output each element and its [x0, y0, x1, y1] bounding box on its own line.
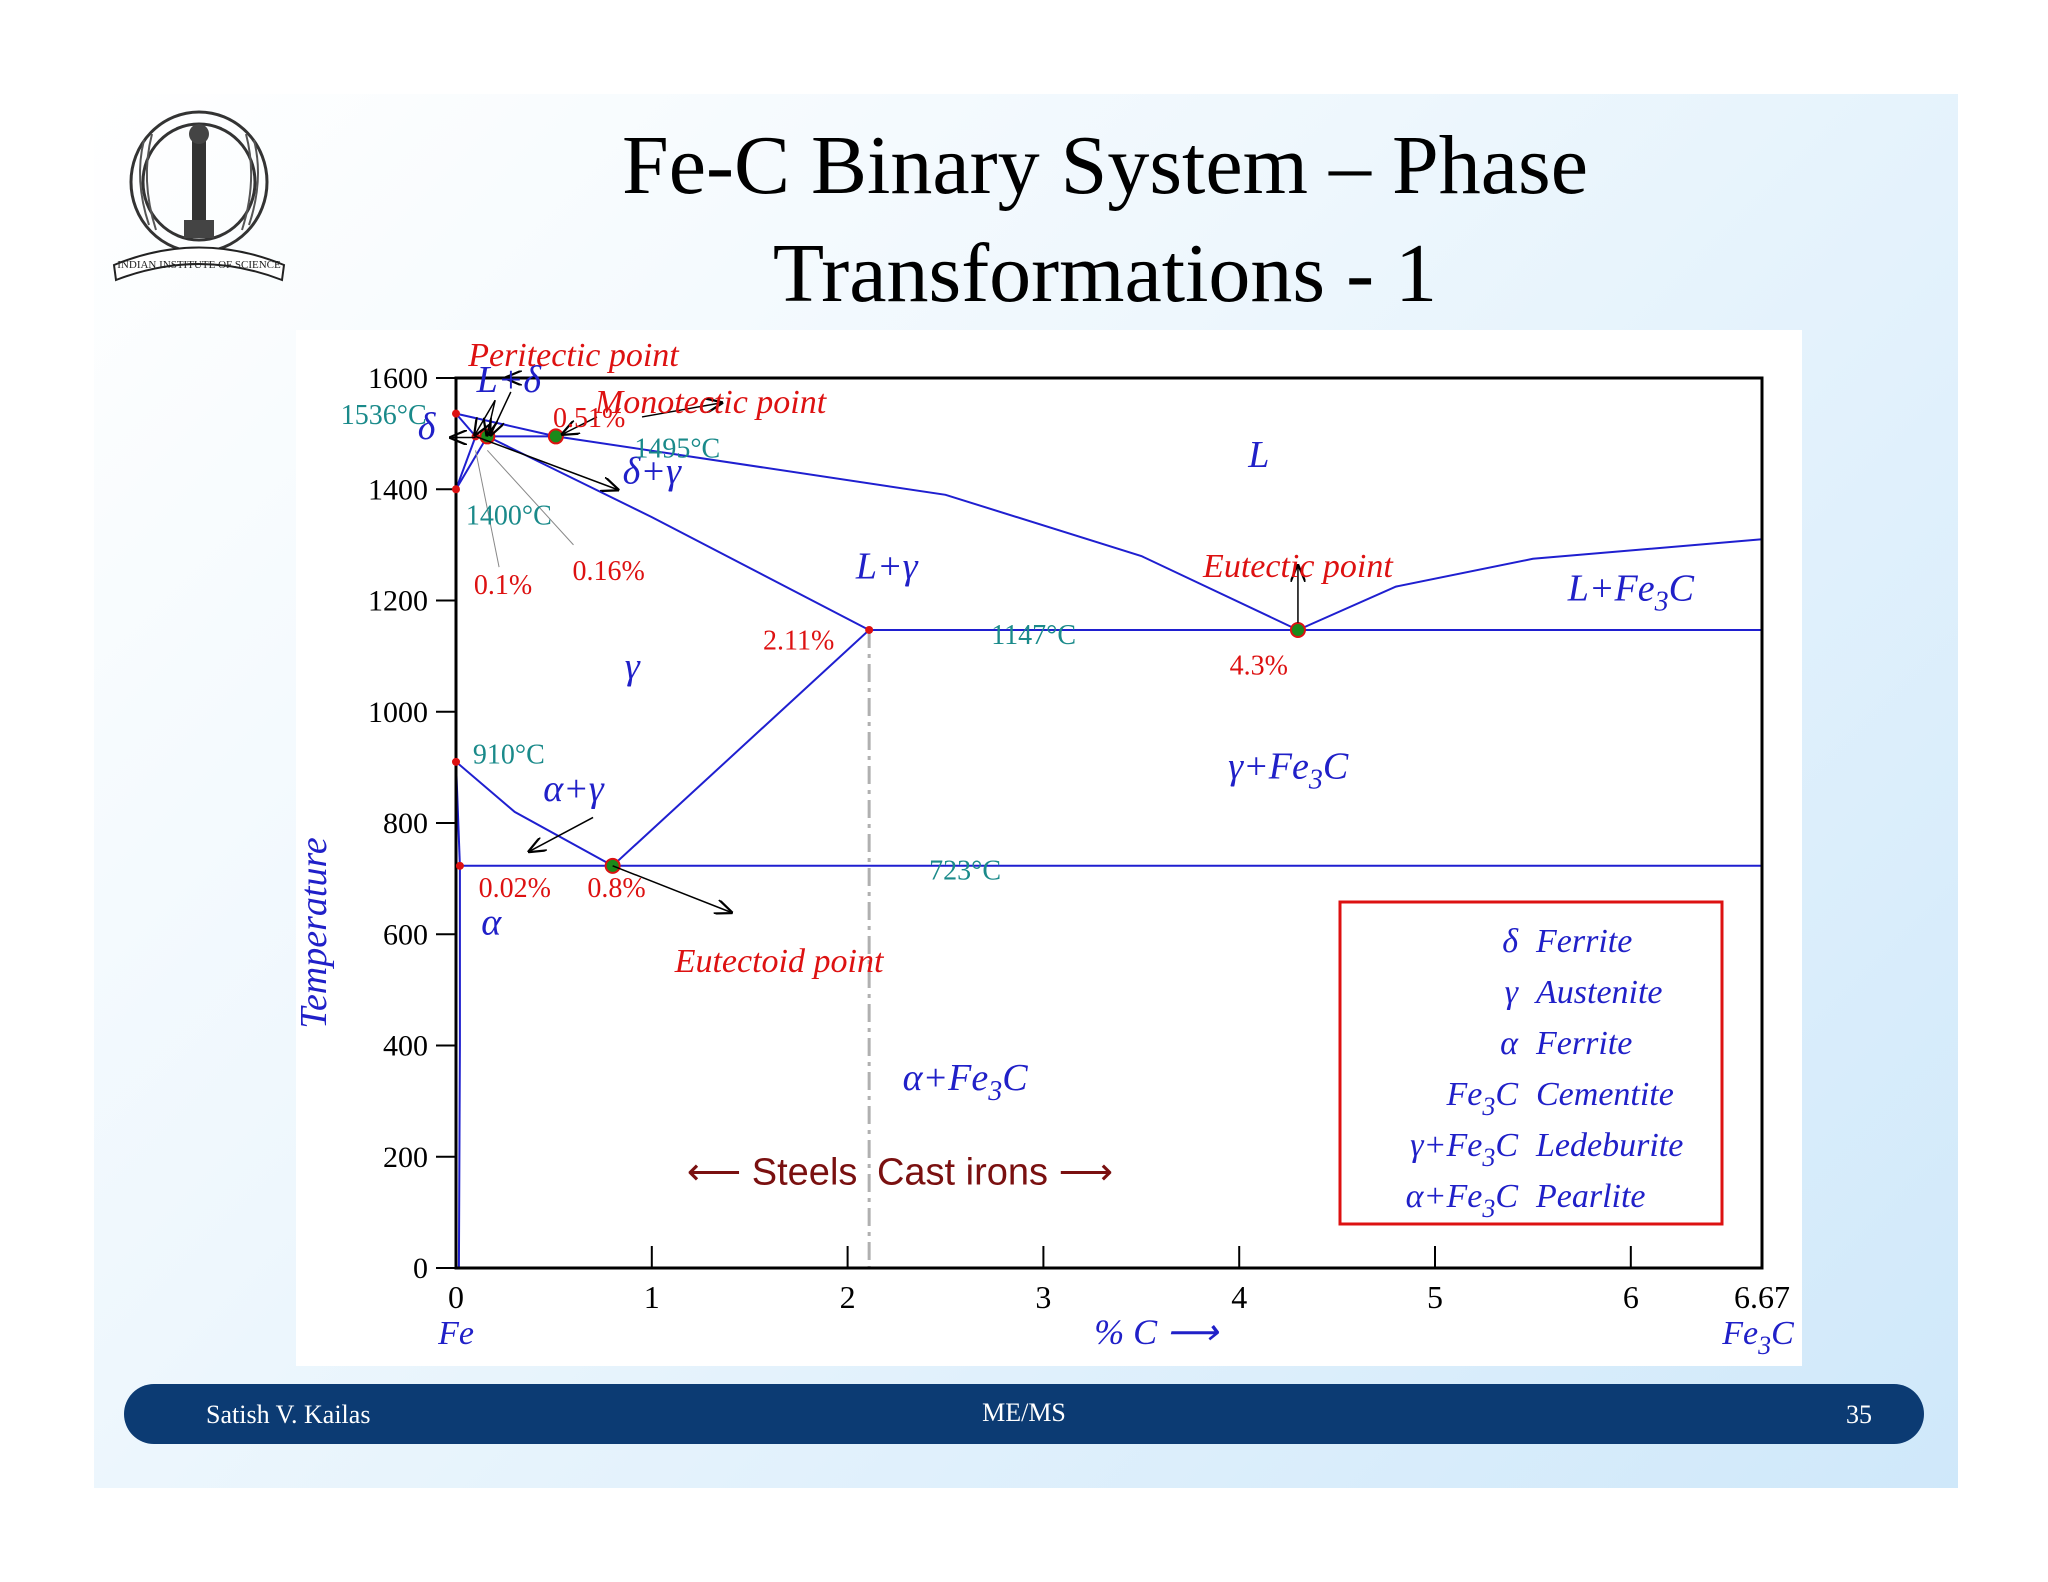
legend-name: Cementite: [1536, 1076, 1674, 1113]
leader-arrow: [564, 416, 598, 434]
composition-label: 2.11%: [763, 625, 834, 656]
title-line-2: Transformations - 1: [772, 227, 1438, 320]
phase-diagram-panel: 0 1 2 3 4 5 6 6.67 0 200 400 600 800 1000 1200 1400 1600…: [296, 330, 1802, 1366]
y-tick-label: 200: [383, 1141, 428, 1174]
legend-symbol: δ: [1502, 923, 1519, 960]
composition-label: 0.1%: [474, 570, 532, 601]
phase-label: γ+Fe3C: [1228, 746, 1349, 796]
y-tick-label: 1200: [368, 585, 428, 618]
leader-arrow: [530, 816, 594, 850]
y-tick-label: 600: [383, 918, 428, 951]
phase-line-acm-line: [611, 629, 870, 867]
boundary-point-marker: [455, 861, 464, 870]
legend-name: Ferrite: [1535, 923, 1632, 960]
phase-line-liquidus-fe3c: [1297, 538, 1763, 631]
composition-label: 0.16%: [573, 556, 645, 587]
temperature-label: 1536°C: [341, 400, 427, 431]
x-tick-label: 3: [1035, 1279, 1051, 1315]
y-tick-label: 400: [383, 1030, 428, 1063]
eutectic-point-marker: [1289, 621, 1306, 638]
annotation-label: Peritectic point: [467, 337, 680, 374]
phase-line-gamma-solidus: [486, 435, 870, 631]
fe3c-label: Fe3C: [1721, 1315, 1794, 1360]
phase-label: γ: [625, 645, 641, 687]
temperature-label: 1400°C: [466, 500, 552, 531]
boundary-point-marker: [865, 625, 874, 634]
phase-line-liquidus-delta: [455, 412, 557, 438]
leader-arrow: [475, 435, 617, 489]
x-tick-label: 5: [1427, 1279, 1443, 1315]
phase-line-delta-gamma-upper: [455, 436, 477, 490]
leader-line: [486, 449, 574, 546]
phase-line-liquidus-gamma: [555, 435, 1299, 631]
svg-text:INDIAN INSTITUTE OF SCIENCE: INDIAN INSTITUTE OF SCIENCE: [117, 259, 281, 271]
legend-symbol: α: [1500, 1025, 1519, 1062]
leader-arrow: [641, 403, 720, 418]
y-tick-label: 0: [413, 1252, 428, 1285]
phase-line-a3-line: [455, 761, 614, 867]
leader-line: [475, 450, 500, 568]
y-axis-label: Temperature: [296, 837, 335, 1029]
leader-arrow: [491, 391, 512, 434]
institute-seal-icon: INDIAN INSTITUTE OF SCIENCE: [112, 110, 286, 282]
boundary-point-marker: [452, 409, 460, 418]
phase-label: L+δ: [476, 359, 543, 401]
temperature-label: 723°C: [929, 856, 1001, 887]
x-tick-label: 0: [448, 1279, 464, 1315]
fe-label: Fe: [437, 1315, 474, 1352]
legend-name: Austenite: [1534, 974, 1663, 1011]
leader-arrow: [476, 399, 496, 433]
y-tick-label: 1000: [368, 696, 428, 729]
temperature-label: 910°C: [473, 739, 545, 770]
temperature-label: 1495°C: [634, 434, 720, 465]
x-axis-label: % C ⟶: [1094, 1312, 1219, 1352]
phase-label: L+γ: [855, 545, 919, 587]
composition-label: 0.51%: [553, 403, 625, 434]
cast-irons-label: Cast irons ⟶: [877, 1152, 1113, 1194]
leader-arrow: [612, 865, 730, 912]
annotation-label: Eutectic point: [1202, 548, 1394, 585]
steels-label: ⟵ Steels: [687, 1152, 858, 1194]
phase-label: α+γ: [543, 768, 605, 810]
annotation-label: Eutectoid point: [674, 943, 885, 980]
phase-label: L: [1247, 434, 1269, 476]
phase-line-delta-solidus: [455, 412, 477, 438]
y-tick-label: 1600: [368, 362, 428, 395]
phase-label: δ: [418, 406, 437, 448]
x-tick-label: 6: [1623, 1279, 1639, 1315]
phase-label: α+Fe3C: [903, 1057, 1029, 1107]
phase-label: δ+γ: [623, 451, 682, 493]
x-tick-label: 2: [840, 1279, 856, 1315]
x-tick-label: 1: [644, 1279, 660, 1315]
title-line-1: Fe-C Binary System – Phase: [622, 119, 1588, 212]
legend-name: Pearlite: [1535, 1178, 1646, 1215]
x-tick-label: 4: [1231, 1279, 1247, 1315]
phase-line-delta-gamma-lower: [455, 435, 489, 490]
legend-symbol: γ: [1505, 974, 1520, 1011]
phase-line-solvus-alpha: [457, 865, 461, 1269]
x-tick-label: 6.67: [1734, 1279, 1790, 1315]
boundary-point-marker: [452, 485, 460, 494]
boundary-point-marker: [452, 757, 460, 766]
composition-label: 4.3%: [1230, 650, 1288, 681]
legend-box: [1338, 900, 1724, 1226]
slide-title: Fe-C Binary System – Phase Transformatio…: [480, 112, 1730, 328]
y-tick-label: 800: [383, 807, 428, 840]
fe-c-phase-diagram: 0 1 2 3 4 5 6 6.67 0 200 400 600 800 1000 1200 1400 1600…: [296, 337, 1794, 1360]
legend-name: Ledeburite: [1535, 1127, 1683, 1164]
temperature-label: 1147°C: [991, 620, 1076, 651]
phase-label: α: [481, 901, 502, 943]
legend-name: Ferrite: [1535, 1025, 1632, 1062]
footer-bar: Satish V. Kailas ME/MS 35: [124, 1384, 1924, 1444]
composition-label: 0.8%: [587, 873, 645, 904]
composition-label: 0.02%: [479, 873, 551, 904]
footer-page-number: 35: [1846, 1400, 1872, 1429]
phase-label: L+Fe3C: [1567, 568, 1695, 618]
y-tick-label: 1400: [368, 473, 428, 506]
footer-center: ME/MS: [982, 1398, 1066, 1427]
footer-author: Satish V. Kailas: [206, 1400, 371, 1429]
annotation-label: Monotectic point: [594, 384, 828, 421]
